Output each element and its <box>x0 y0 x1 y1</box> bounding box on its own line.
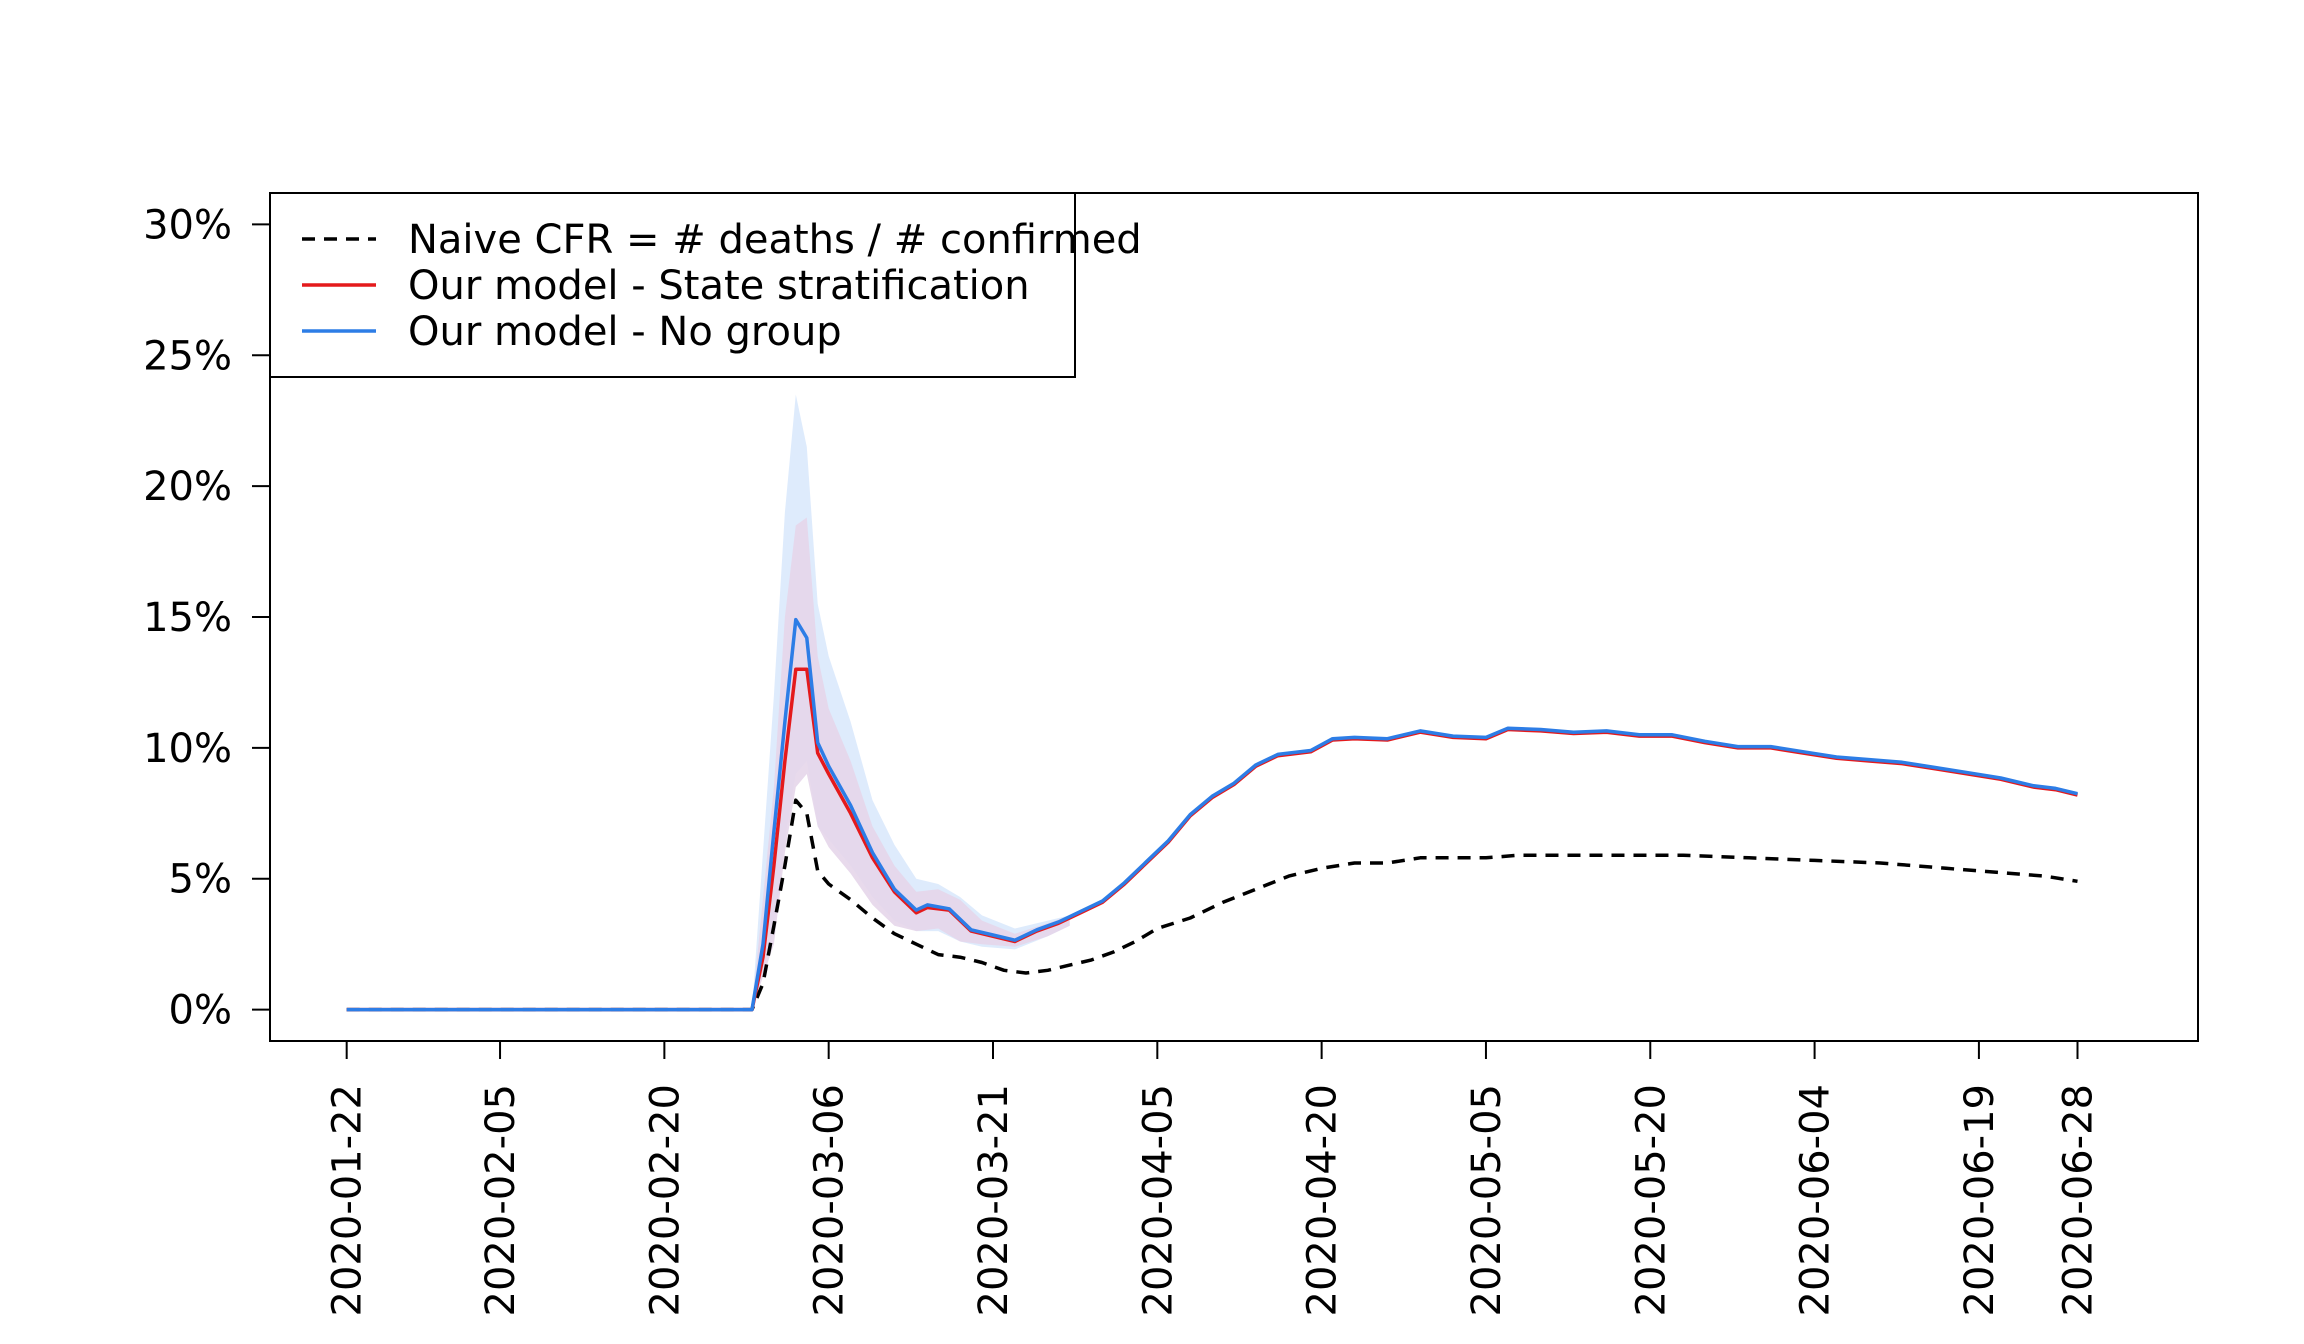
x-tick-label: 2020-06-28 <box>2056 1084 2102 1316</box>
legend-label-nogroup: Our model - No group <box>408 309 842 355</box>
legend-label-naive: Naive CFR = # deaths / # confirmed <box>408 217 1142 263</box>
x-tick-label: 2020-04-05 <box>1135 1084 1181 1316</box>
legend-label-state: Our model - State stratification <box>408 263 1030 309</box>
y-tick-label: 10% <box>143 726 232 772</box>
legend-box <box>269 192 1076 378</box>
x-tick-label: 2020-03-06 <box>807 1084 853 1316</box>
confidence-bands <box>752 394 1070 1010</box>
x-tick-label: 2020-05-05 <box>1464 1084 1510 1316</box>
line-no-group <box>346 617 2078 1012</box>
x-tick-label: 2020-04-20 <box>1300 1084 1346 1316</box>
y-axis: 0% 5% 10% 15% 20% 25% 30% <box>143 202 270 1034</box>
x-tick-label: 2020-03-21 <box>971 1084 1017 1316</box>
y-tick-label: 0% <box>169 988 232 1034</box>
y-tick-label: 20% <box>143 464 232 510</box>
legend: Naive CFR = # deaths / # confirmed Our m… <box>269 192 1142 378</box>
x-tick-label: 2020-02-20 <box>642 1084 688 1316</box>
x-axis: 2020-01-22 2020-02-05 2020-02-20 2020-03-06… <box>325 1041 2102 1316</box>
x-tick-label: 2020-05-20 <box>1628 1084 1674 1316</box>
band-state-stratification <box>752 517 1070 1010</box>
line-naive-cfr <box>346 798 2078 1012</box>
x-tick-label: 2020-06-04 <box>1793 1084 1839 1316</box>
line-state-stratification <box>346 667 2078 1012</box>
y-tick-label: 30% <box>143 202 232 248</box>
y-tick-label: 5% <box>169 857 232 903</box>
y-tick-label: 15% <box>143 595 232 641</box>
y-tick-label: 25% <box>143 333 232 379</box>
x-tick-label: 2020-01-22 <box>325 1084 371 1316</box>
x-tick-label: 2020-02-05 <box>478 1084 524 1316</box>
series-lines <box>346 617 2078 1012</box>
x-tick-label: 2020-06-19 <box>1957 1084 2003 1316</box>
